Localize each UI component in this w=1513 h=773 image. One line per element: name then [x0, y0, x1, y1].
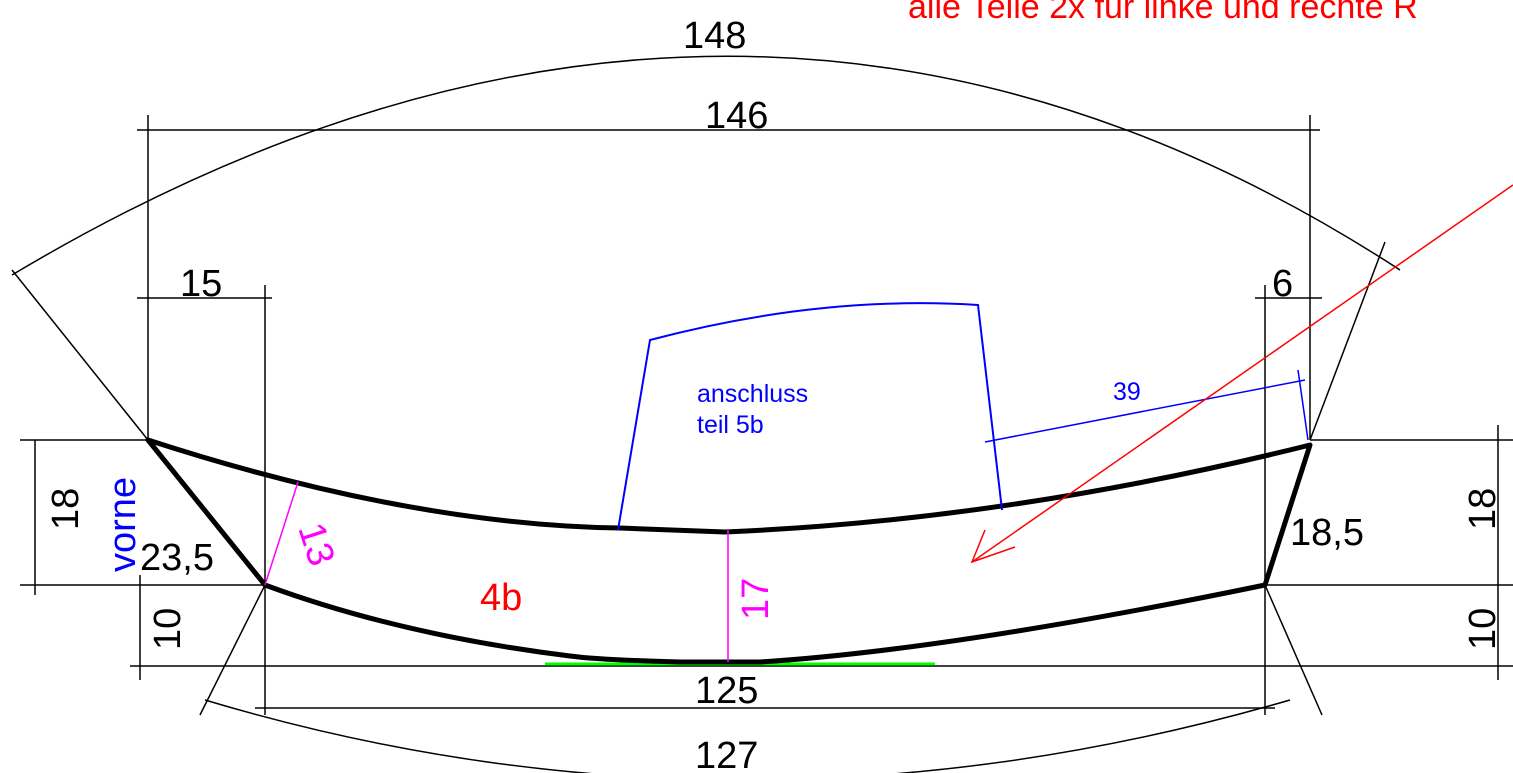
label-127: 127	[695, 735, 758, 773]
part-outline-4b	[145, 437, 1313, 665]
label-148: 148	[683, 15, 746, 57]
ext-diag-right-top	[1309, 241, 1386, 441]
blue-dim-39	[984, 379, 1306, 443]
arc-148	[11, 55, 1401, 276]
red-arrow-line	[971, 184, 1513, 563]
label-10-left: 10	[147, 608, 189, 650]
label-13: 13	[289, 518, 342, 571]
label-15: 15	[180, 263, 222, 305]
ext-diag-right-bottom	[1264, 584, 1323, 716]
label-146: 146	[705, 95, 768, 137]
label-18-right: 18	[1462, 488, 1504, 530]
label-vorne: vorne	[102, 477, 144, 572]
ext-diag-left-bottom	[199, 584, 266, 716]
label-23-5: 23,5	[140, 537, 214, 579]
label-125: 125	[695, 670, 758, 712]
note-text: alle Teile 2x für linke und rechte R	[908, 0, 1418, 26]
label-anschluss: anschluss	[697, 380, 808, 408]
magenta-dim-13	[264, 481, 299, 586]
label-17: 17	[735, 578, 777, 620]
anschluss-outline	[617, 302, 1003, 531]
label-6: 6	[1272, 263, 1293, 305]
label-18-left: 18	[45, 488, 87, 530]
label-39: 39	[1113, 378, 1141, 406]
red-arrow-head	[970, 529, 1016, 564]
ext-diag-left-top	[11, 269, 149, 441]
arc-127	[204, 699, 1291, 773]
blue-ext-39	[1297, 369, 1309, 441]
label-10-right: 10	[1462, 608, 1504, 650]
label-18-5: 18,5	[1290, 512, 1364, 554]
label-4b: 4b	[480, 577, 522, 619]
label-teil5b: teil 5b	[697, 411, 764, 439]
